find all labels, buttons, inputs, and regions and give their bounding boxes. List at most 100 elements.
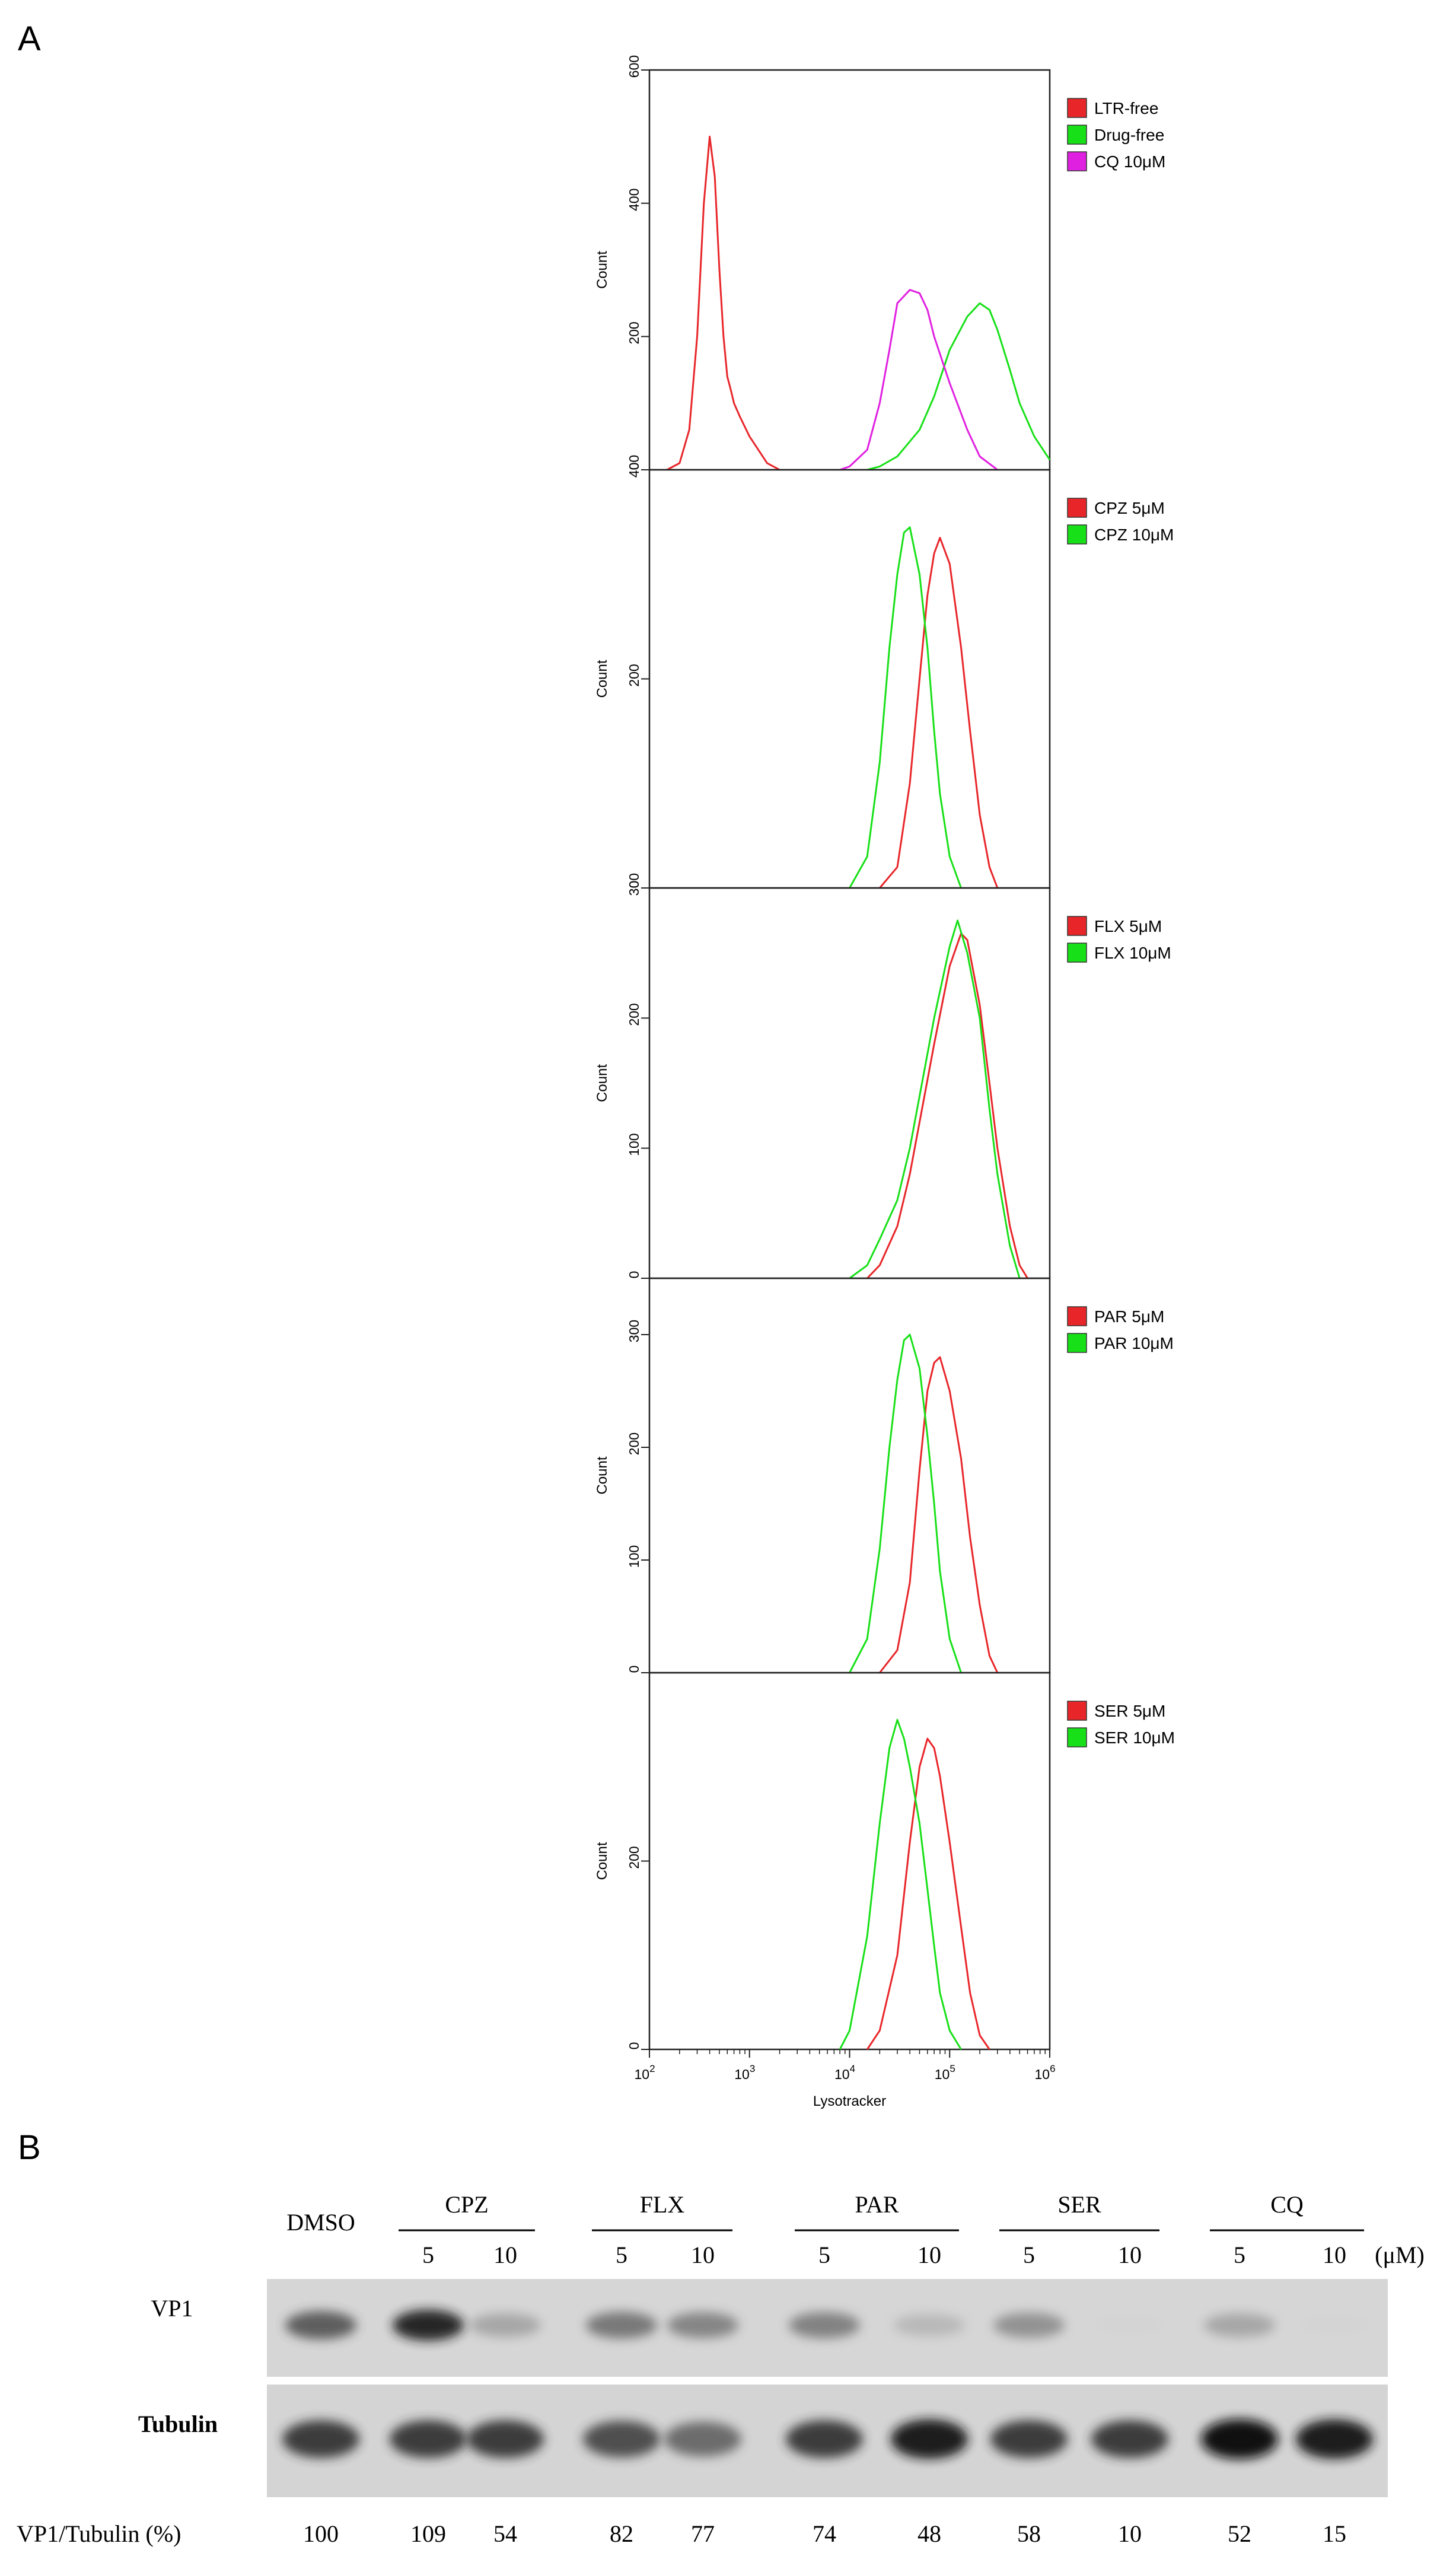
series-line: [866, 1737, 990, 2050]
group-label: PAR: [855, 2191, 899, 2218]
y-tick-label: 0: [626, 1271, 642, 1279]
vp1-band: [1299, 2316, 1370, 2335]
legend-label: CPZ 10μM: [1094, 526, 1174, 544]
tubulin-band: [583, 2421, 660, 2457]
x-axis-label: Lysotracker: [813, 2093, 886, 2109]
ratio-value: 58: [1017, 2520, 1041, 2547]
legend-label: PAR 10μM: [1094, 1334, 1174, 1352]
ratio-value: 74: [813, 2520, 836, 2547]
series-line: [879, 537, 999, 889]
tubulin-band: [282, 2420, 359, 2458]
tubulin-band: [467, 2420, 544, 2458]
y-axis-label: Count: [594, 1064, 610, 1102]
y-tick-label: 0: [626, 463, 642, 470]
legend-swatch: [1067, 98, 1087, 118]
panel-label-a: A: [18, 20, 41, 58]
legend-swatch: [1067, 943, 1087, 963]
vp1-band: [1204, 2313, 1275, 2337]
dose-label: 10: [1323, 2242, 1346, 2268]
y-tick-label: 200: [626, 1003, 642, 1026]
row-label-ratio: VP1/Tubulin (%): [17, 2520, 181, 2547]
legend-swatch: [1067, 524, 1087, 545]
ratio-value: 48: [917, 2520, 941, 2547]
y-tick-label: 200: [626, 1432, 642, 1455]
y-tick-label: 300: [626, 873, 642, 896]
x-tick-label: 104: [834, 2063, 855, 2082]
vp1-band: [894, 2314, 965, 2336]
unit-label: (μM): [1375, 2242, 1425, 2268]
legend-label: LTR-free: [1094, 99, 1158, 117]
legend-label: FLX 5μM: [1094, 917, 1162, 935]
y-tick-label: 0: [626, 2042, 642, 2050]
group-label: FLX: [640, 2191, 685, 2218]
series-line: [839, 1718, 962, 2050]
histogram-3: 0 100 200 300 Count FLX 5μM FLX 10μM: [594, 873, 1171, 1279]
y-tick-label: 600: [626, 55, 642, 78]
series-line: [866, 932, 1028, 1279]
legend-label: FLX 10μM: [1094, 944, 1171, 962]
tubulin-band: [1201, 2419, 1278, 2459]
legend-swatch: [1067, 125, 1087, 145]
group-label: CQ: [1270, 2191, 1304, 2218]
x-tick-label: 102: [634, 2063, 655, 2082]
y-axis-label: Count: [594, 1456, 610, 1494]
dose-label: 5: [1023, 2242, 1035, 2268]
legend-label: SER 10μM: [1094, 1728, 1175, 1747]
ratio-value: 52: [1228, 2520, 1251, 2547]
vp1-band: [789, 2312, 860, 2339]
vp1-band: [667, 2312, 738, 2338]
series-line: [666, 135, 780, 471]
dose-label: 5: [1234, 2242, 1245, 2268]
legend-label: CPZ 5μM: [1094, 499, 1165, 517]
y-tick-label: 0: [626, 1666, 642, 1673]
vp1-band: [993, 2312, 1065, 2338]
vp1-band: [393, 2310, 464, 2341]
row-label-tubulin: Tubulin: [138, 2411, 218, 2437]
y-tick-label: 100: [626, 1133, 642, 1155]
y-tick-label: 200: [626, 664, 642, 686]
series-line: [849, 1333, 962, 1673]
series-line: [879, 1356, 999, 1673]
legend-label: Drug-free: [1094, 126, 1164, 144]
dose-label: 5: [422, 2242, 434, 2268]
panel-label-b: B: [18, 2128, 41, 2167]
tubulin-band: [1296, 2419, 1373, 2459]
tubulin-band: [390, 2420, 467, 2458]
ratio-value: 82: [610, 2520, 633, 2547]
vp1-band: [285, 2311, 356, 2339]
dose-label: 5: [818, 2242, 830, 2268]
series-line: [839, 289, 998, 471]
group-label: SER: [1057, 2191, 1101, 2218]
legend-swatch: [1067, 498, 1087, 518]
legend-swatch: [1067, 1333, 1087, 1353]
plot-frame: [648, 1277, 1051, 1674]
plot-frame: [648, 469, 1051, 889]
tubulin-band: [664, 2421, 741, 2457]
lane-label-dmso: DMSO: [286, 2209, 355, 2236]
vp1-band: [586, 2312, 657, 2339]
dose-label: 5: [616, 2242, 627, 2268]
y-tick-label: 200: [626, 1846, 642, 1868]
legend-label: PAR 5μM: [1094, 1307, 1164, 1326]
legend-swatch: [1067, 1701, 1087, 1721]
tubulin-band: [1091, 2420, 1168, 2458]
histogram-2: 0 200 400 Count CPZ 5μM CPZ 10μM: [594, 455, 1174, 889]
y-axis-label: Count: [594, 660, 610, 698]
dose-label: 10: [917, 2242, 941, 2268]
y-axis-label: Count: [594, 251, 610, 289]
x-tick-label: 105: [935, 2063, 955, 2082]
y-tick-label: 100: [626, 1545, 642, 1568]
ratio-value: 15: [1323, 2520, 1346, 2547]
tubulin-band: [786, 2420, 863, 2458]
y-axis-label: Count: [594, 1842, 610, 1880]
histogram-5: 0 200 Count SER 5μM SER 10μM 102 103 104 105 106 L…: [594, 1672, 1175, 2109]
legend-label: CQ 10μM: [1094, 152, 1165, 171]
dose-label: 10: [691, 2242, 715, 2268]
series-line: [849, 526, 962, 889]
series-line: [866, 302, 1051, 471]
legend-swatch: [1067, 151, 1087, 171]
row-label-vp1: VP1: [151, 2295, 193, 2322]
histogram-4: 0 100 200 300 Count PAR 5μM PAR 10μM: [594, 1277, 1174, 1674]
